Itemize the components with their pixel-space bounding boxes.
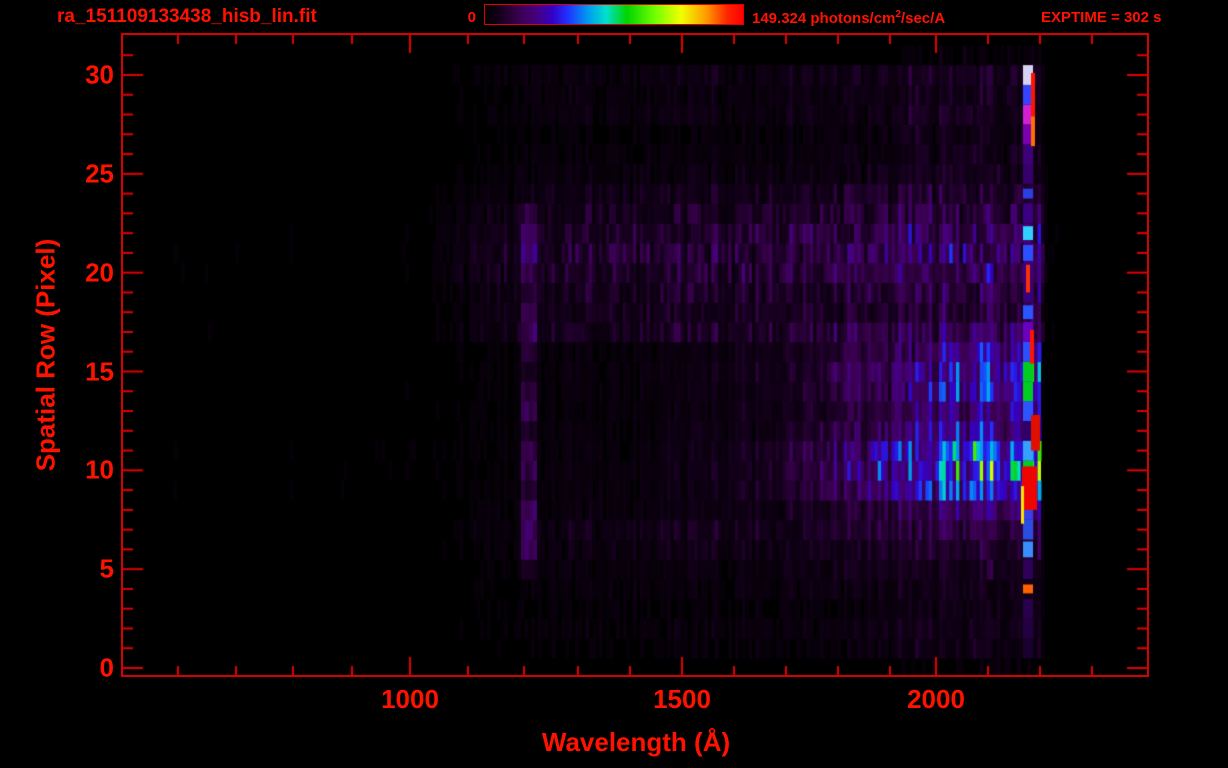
colorbar-gradient [484,4,744,25]
y-axis-title: Spatial Row (Pixel) [30,238,61,472]
colorbar-min-label: 0 [467,9,476,26]
plot-frame [121,33,1149,677]
spectrogram-heatmap [123,35,1147,675]
y-tick-label-25: 25 [85,158,114,189]
y-tick-label-10: 10 [85,454,114,485]
y-tick-label-30: 30 [85,59,114,90]
x-tick-label-1000: 1000 [381,684,439,714]
colorbar-max-label: 149.324 photons/cm2/sec/A [752,9,945,27]
x-tick-label-1500: 1500 [653,684,711,714]
colorbar-max-value: 149.324 photons/cm [752,10,896,27]
y-tick-label-15: 15 [85,356,114,387]
x-axis-title: Wavelength (Å) [541,727,731,757]
y-tick-label-20: 20 [85,257,114,288]
colorbar-max-units: /sec/A [900,10,946,27]
colorbar-max-superscript: 2 [895,9,901,20]
file-title: ra_151109133438_hisb_lin.fit [57,6,317,27]
y-tick-label-0: 0 [99,652,114,683]
y-tick-label-5: 5 [99,553,114,584]
exposure-time-label: EXPTIME = 302 s [1041,9,1162,26]
x-tick-label-2000: 2000 [907,684,965,714]
